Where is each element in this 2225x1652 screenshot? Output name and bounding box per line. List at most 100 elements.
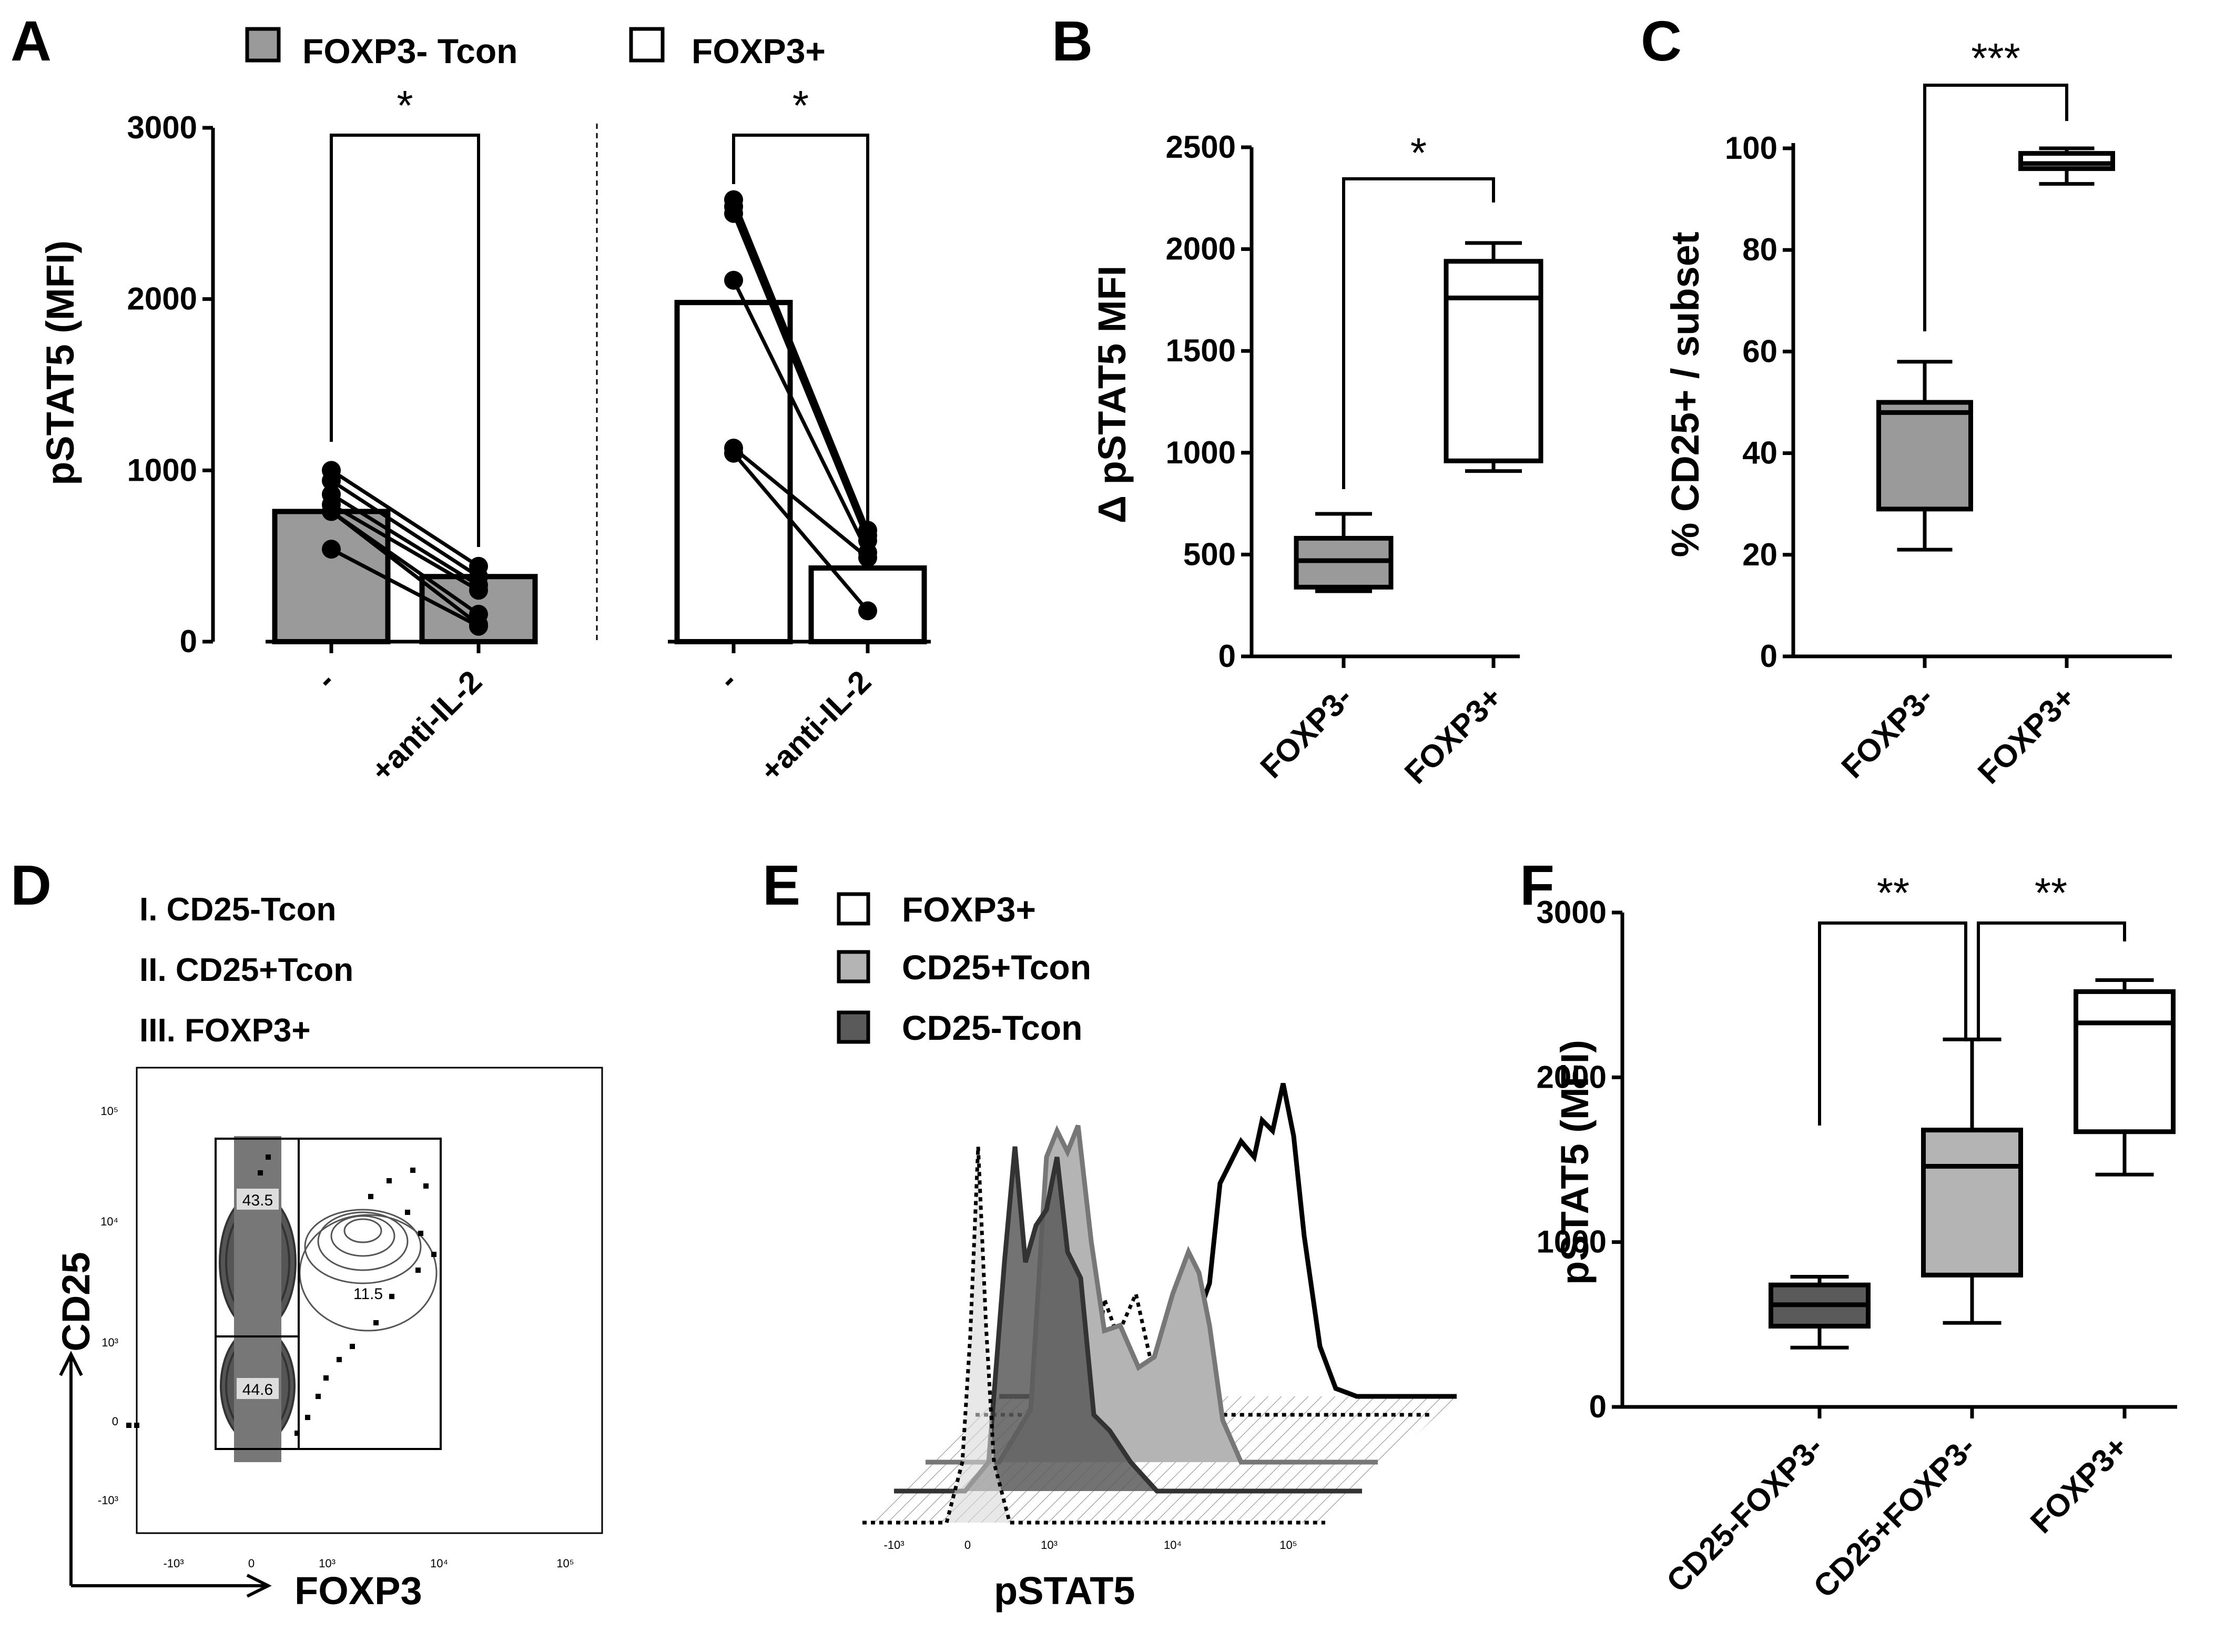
a-pair-line [330, 503, 480, 592]
a-sig-bracket [330, 134, 480, 547]
panel-a: FOXP3- Tcon FOXP3+ pSTAT5 (MFI) 0 1000 2… [38, 27, 931, 788]
c-ytick-label: 40 [1742, 435, 1777, 471]
e-xtick: -10³ [883, 1538, 904, 1552]
f-xtick-label: CD25-FOXP3- [1660, 1429, 1830, 1599]
c-xtick-label: FOXP3- [1835, 680, 1940, 785]
f-box-1-box [1921, 1128, 2023, 1278]
d-xtick: 10⁴ [430, 1557, 448, 1570]
f-sig-label: ** [1877, 869, 1909, 916]
a-xtick-label: +anti-IL-2 [753, 664, 878, 788]
a-pair-line [732, 452, 869, 612]
b-sig-label: * [1410, 129, 1427, 176]
f-ytick-label: 3000 [1537, 895, 1607, 930]
d-gate-foxp3pos [298, 1138, 442, 1450]
c-y-axis-title: % CD25+ / subset [1663, 232, 1707, 558]
a-y-ticks: 0 1000 2000 3000 [127, 110, 197, 659]
c-plot-area [1783, 84, 2172, 668]
c-ytick-label: 60 [1742, 333, 1777, 369]
e-xtick: 10⁵ [1279, 1538, 1297, 1552]
c-ytick-label: 100 [1725, 130, 1777, 166]
gate-legend-2: II. CD25+Tcon [139, 952, 353, 988]
c-ytick-label: 20 [1742, 537, 1777, 572]
f-plot-area [1612, 910, 2177, 1418]
b-ytick-label: 0 [1218, 638, 1236, 674]
a-significance: * * [397, 82, 809, 129]
b-ytick-label: 2500 [1166, 129, 1236, 165]
e-legend-label-cd25neg: CD25-Tcon [902, 1008, 1082, 1047]
b-xtick-label: FOXP3+ [1398, 680, 1509, 790]
f-sig-bracket [1818, 921, 1967, 1126]
d-xtick: 10³ [319, 1557, 336, 1570]
e-hist-isotype-front [862, 1146, 1325, 1525]
c-xtick-label: FOXP3+ [1971, 680, 2082, 790]
d-gate-value-box [237, 1189, 279, 1210]
a-pair-line [731, 279, 870, 554]
a-point [322, 540, 341, 559]
c-sig-label: *** [1971, 35, 2020, 82]
f-sig-label: ** [2035, 869, 2067, 916]
b-xtick-label: FOXP3- [1254, 680, 1359, 785]
panel-e: FOXP3+ CD25+Tcon CD25-Tcon -10³ 0 10³ 10… [837, 890, 1457, 1613]
e-legend-swatch-foxp3pos [837, 892, 870, 926]
a-pair-line [330, 548, 480, 628]
d-xtick: -10³ [163, 1557, 184, 1570]
a-pair-line [330, 492, 480, 587]
c-box-0-box [1876, 400, 1973, 512]
e-legend-swatch-cd25pos [837, 950, 870, 984]
b-x-ticks: FOXP3- FOXP3+ [1254, 680, 1509, 790]
f-significance: ** ** [1877, 869, 2067, 916]
a-bar [272, 509, 391, 645]
a-xtick-label: - [712, 664, 744, 696]
d-x-arrowhead [246, 1574, 272, 1598]
e-hist-cd25neg [894, 1146, 1362, 1494]
d-ytick: 10⁵ [100, 1104, 118, 1118]
a-pair-line [330, 479, 480, 579]
f-y-ticks: 0 1000 2000 3000 [1537, 895, 1607, 1424]
e-legend-swatch-cd25neg [837, 1010, 870, 1044]
a-point [858, 601, 877, 621]
a-sig-label: * [397, 82, 413, 129]
d-ytick: 0 [112, 1415, 118, 1428]
a-point [724, 270, 743, 290]
a-x-ticks: - +anti-IL-2 - +anti-IL-2 [309, 664, 878, 788]
a-point [322, 471, 341, 490]
b-sig-bracket [1342, 177, 1495, 489]
legend-swatch-foxp3-neg [245, 27, 281, 63]
d-contours-foxp3pos [299, 1209, 438, 1332]
a-point [322, 502, 341, 521]
d-outlier-dots [126, 1154, 436, 1436]
c-significance: *** [1971, 35, 2020, 82]
a-point [724, 204, 743, 223]
panel-letter-c: C [1641, 9, 1682, 73]
a-bar [674, 300, 793, 644]
e-x-axis-title: pSTAT5 [994, 1569, 1135, 1613]
panel-b: Δ pSTAT5 MFI 0 500 1000 1500 2000 2500 F… [1090, 129, 1543, 790]
b-box-1-box [1444, 259, 1543, 463]
f-ytick-label: 0 [1589, 1389, 1607, 1424]
b-ytick-label: 500 [1183, 536, 1236, 572]
e-xtick: 10³ [1041, 1538, 1058, 1552]
panel-c: % CD25+ / subset 0 20 40 60 80 100 FOXP3… [1663, 35, 2172, 790]
f-sig-bracket [1977, 921, 2126, 1041]
d-ytick: 10⁴ [100, 1215, 118, 1228]
e-legend-label-foxp3pos: FOXP3+ [902, 890, 1036, 929]
d-gate-value-box [237, 1378, 279, 1399]
e-xtick: 0 [964, 1538, 971, 1552]
d-x-axis-title: FOXP3 [294, 1569, 422, 1613]
legend-label-foxp3-pos: FOXP3+ [692, 32, 826, 70]
a-point [469, 581, 488, 600]
panel-letter-a: A [11, 9, 52, 73]
b-y-ticks: 0 500 1000 1500 2000 2500 [1166, 129, 1236, 674]
f-y-axis-title: pSTAT5 (MFI) [1553, 1040, 1597, 1285]
a-ytick-label: 2000 [127, 281, 197, 317]
f-box-2-box [2074, 989, 2176, 1134]
panel-letter-f: F [1520, 853, 1555, 917]
d-ytick: -10³ [98, 1494, 118, 1507]
f-xtick-label: FOXP3+ [2024, 1429, 2135, 1540]
d-plot-frame [136, 1067, 603, 1534]
c-x-ticks: FOXP3- FOXP3+ [1835, 680, 2082, 790]
panel-letter-b: B [1052, 9, 1093, 73]
a-sig-label: * [793, 82, 809, 129]
b-ytick-label: 2000 [1166, 231, 1236, 267]
